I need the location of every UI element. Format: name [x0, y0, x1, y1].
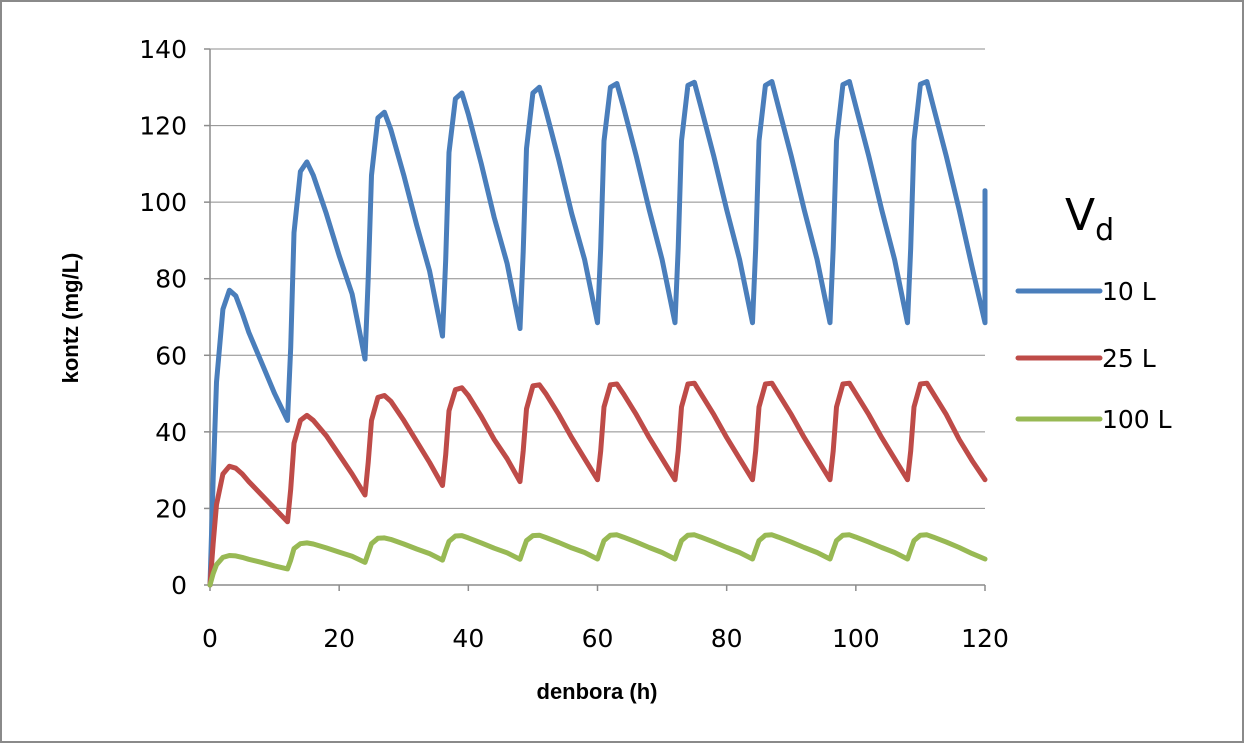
x-tick-label: 20 — [323, 624, 355, 653]
y-axis-title: kontz (mg/L) — [58, 253, 83, 384]
legend-label: 10 L — [1102, 277, 1156, 306]
x-tick-label: 0 — [202, 624, 218, 653]
y-tick-label: 60 — [155, 341, 187, 370]
series-line-100l — [207, 532, 988, 588]
axes — [204, 48, 986, 591]
y-tick-label: 20 — [155, 494, 187, 523]
x-axis-title: denbora (h) — [537, 679, 658, 704]
legend-title-subscript: d — [1095, 213, 1114, 248]
y-tick-label: 80 — [155, 265, 187, 294]
series-lines — [207, 79, 988, 588]
x-tick-label: 80 — [711, 624, 743, 653]
legend-title-main: V — [1065, 190, 1095, 241]
series-line-10l — [207, 79, 988, 588]
y-tick-label: 120 — [139, 112, 187, 141]
y-tick-label: 0 — [171, 571, 187, 600]
x-tick-label: 60 — [582, 624, 614, 653]
x-tick-label: 40 — [452, 624, 484, 653]
x-tick-label: 100 — [832, 624, 880, 653]
y-tick-label: 140 — [139, 35, 187, 64]
legend: Vd 10 L 25 L 100 L — [1015, 190, 1172, 434]
x-tick-label: 120 — [961, 624, 1009, 653]
series-line-25l — [207, 380, 988, 588]
y-tick-labels: 0 20 40 60 80 100 120 140 — [139, 35, 187, 600]
legend-title: Vd — [1065, 190, 1114, 248]
y-tick-label: 40 — [155, 418, 187, 447]
legend-label: 25 L — [1102, 344, 1156, 373]
y-tick-label: 100 — [139, 188, 187, 217]
x-tick-labels: 0 20 40 60 80 100 120 — [202, 624, 1009, 653]
legend-label: 100 L — [1102, 405, 1172, 434]
gridlines — [210, 48, 985, 509]
legend-items: 10 L 25 L 100 L — [1015, 277, 1172, 434]
